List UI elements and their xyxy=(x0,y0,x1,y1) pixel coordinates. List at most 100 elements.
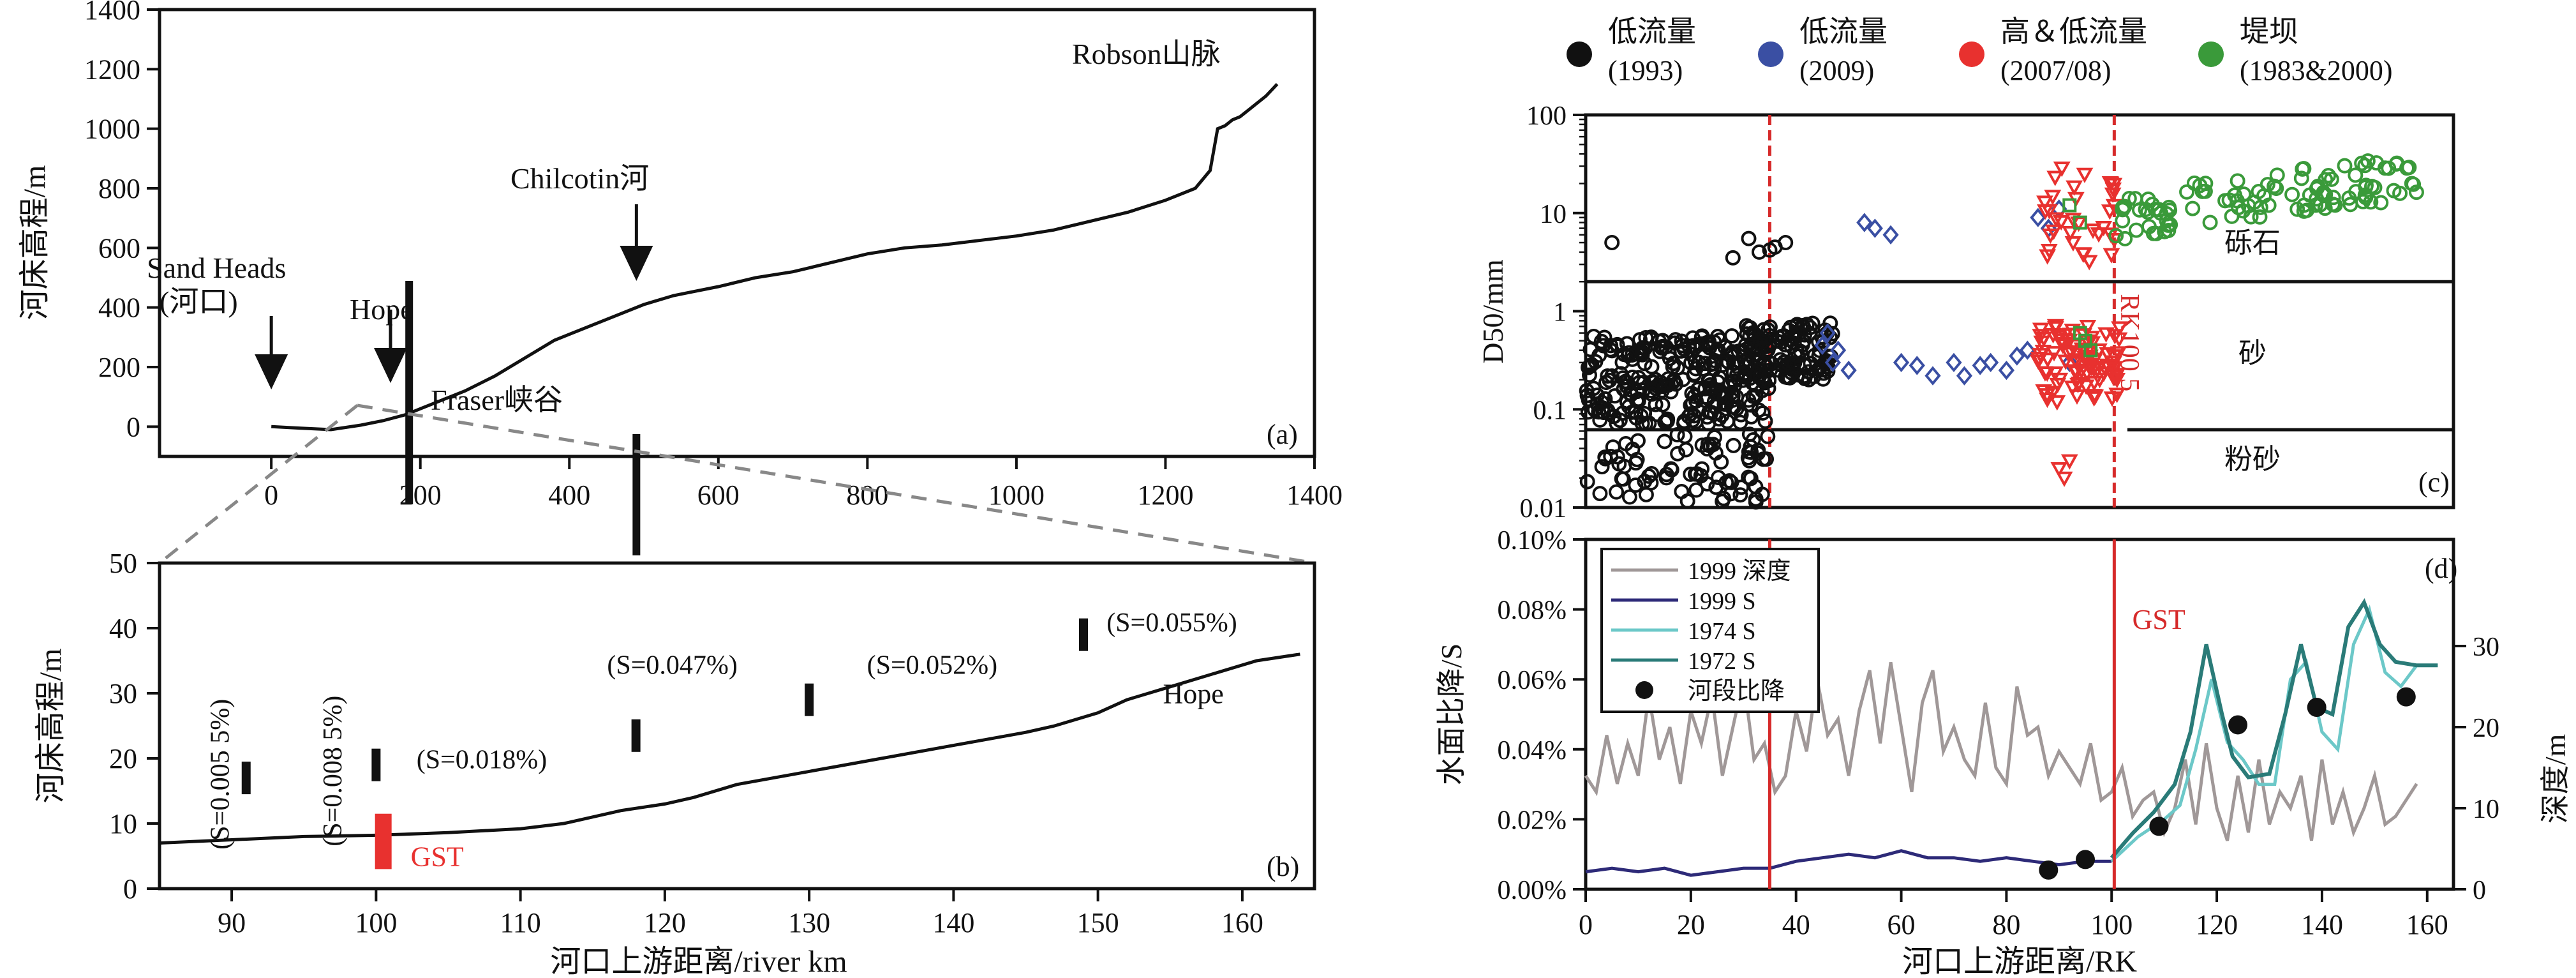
c-point-1993 xyxy=(1669,427,1685,443)
d-reach-slope-point xyxy=(2307,698,2327,718)
c-point-2007 xyxy=(2090,227,2108,243)
c-point-2007 xyxy=(2049,377,2067,394)
b-slope-label-1: (S=0.005 5%) xyxy=(206,699,235,850)
a-ytick-label: 400 xyxy=(98,292,140,324)
panel-b-ticks: 90 100 110 120 130 140 150 160 0 10 20 30 40 50 xyxy=(109,548,1263,938)
legend-label-2: 高＆低流量 xyxy=(2000,15,2147,48)
c-point-2007 xyxy=(2032,329,2050,345)
c-point-dam xyxy=(2284,186,2300,202)
b-reach-marker xyxy=(241,762,251,795)
legend-sub-0: (1993) xyxy=(1608,55,1683,86)
c-point-1993 xyxy=(1752,244,1767,260)
c-point-2007 xyxy=(2045,224,2062,240)
a-xtick-label: 400 xyxy=(548,479,590,511)
c-point-2007 xyxy=(2050,462,2068,478)
c-point-2009 xyxy=(1909,356,1925,375)
c-ytick-label: 1 xyxy=(1553,298,1567,327)
c-point-1993 xyxy=(1628,477,1644,493)
d-reach-slope-point xyxy=(2396,687,2416,707)
c-point-dam xyxy=(2062,198,2077,213)
c-point-2009 xyxy=(1856,213,1873,232)
c-point-dam xyxy=(2358,177,2374,193)
c-point-dam xyxy=(2261,197,2277,213)
a-xtick-label: 1000 xyxy=(988,479,1045,511)
d-xtick-label: 120 xyxy=(2196,909,2238,940)
b-reach-marker xyxy=(631,719,641,752)
c-point-1993 xyxy=(1805,315,1820,331)
c-point-1993 xyxy=(1726,399,1742,415)
c-point-1993 xyxy=(1706,334,1722,350)
c-point-2007 xyxy=(2035,331,2053,347)
c-point-2007 xyxy=(2103,391,2121,407)
a-arrow-head xyxy=(374,348,407,383)
panel-b-xlabel: 河口上游距离/river km xyxy=(550,945,847,978)
c-point-1993 xyxy=(1635,382,1651,398)
c-point-1993 xyxy=(1711,470,1727,486)
c-point-1993 xyxy=(1628,393,1644,409)
b-reach-marker xyxy=(805,683,814,716)
c-point-dam xyxy=(2145,225,2161,241)
c-point-dam xyxy=(2337,158,2353,174)
b-xtick-label: 140 xyxy=(932,907,974,938)
c-point-2007 xyxy=(2108,373,2126,389)
panel-b: 90 100 110 120 130 140 150 160 0 10 20 30 40 50 (S=0.… xyxy=(34,548,1316,978)
c-point-1993 xyxy=(1605,409,1621,425)
c-point-dam xyxy=(2342,197,2358,213)
c-point-1993 xyxy=(1748,479,1764,495)
c-point-1993 xyxy=(1710,374,1726,390)
panel-d-frame xyxy=(1584,538,2455,891)
c-point-1993 xyxy=(1751,402,1767,418)
c-point-1993 xyxy=(1609,416,1625,432)
c-point-dam xyxy=(2357,158,2373,174)
c-point-1993 xyxy=(1716,490,1732,506)
c-point-1993 xyxy=(1746,340,1762,356)
c-point-2009 xyxy=(1893,352,1910,373)
a-annot-sandheads-sub: (河口) xyxy=(160,285,238,318)
a-annot-chilcotin: Chilcotin河 xyxy=(510,162,649,195)
b-ytick-label: 10 xyxy=(109,808,137,839)
a-ytick-label: 200 xyxy=(98,352,140,383)
panel-b-annotations: (S=0.005 5%) (S=0.008 5%) (S=0.018%) (S=0.0… xyxy=(206,608,1237,872)
c-point-2009 xyxy=(1819,323,1836,343)
panel-b-label: (b) xyxy=(1267,851,1299,882)
c-point-1993 xyxy=(1714,357,1730,373)
legend-sub-1: (2009) xyxy=(1799,55,1874,86)
b-slope-label-4: (S=0.047%) xyxy=(607,651,738,680)
panel-a-plot xyxy=(271,82,1279,555)
d-ytick-right-label: 10 xyxy=(2473,795,2499,824)
c-point-2007 xyxy=(2040,243,2058,260)
c-point-2007 xyxy=(2080,359,2097,375)
c-point-1993 xyxy=(1697,393,1713,409)
d-slope-1999-line xyxy=(1585,849,2112,877)
c-point-1993 xyxy=(1707,429,1723,445)
c-point-dam xyxy=(2117,199,2133,214)
c-point-1993 xyxy=(1756,322,1772,338)
a-ytick-label: 600 xyxy=(98,232,140,264)
d-ytick-label: 0.00% xyxy=(1498,876,1567,905)
c-point-dam xyxy=(2131,202,2147,218)
c-zone-sand: 砂 xyxy=(2238,338,2267,369)
c-point-2007 xyxy=(2032,322,2050,338)
c-point-2009 xyxy=(1983,352,1999,373)
b-ytick-label: 30 xyxy=(109,678,137,709)
d-ytick-right-label: 0 xyxy=(2473,876,2486,905)
c-point-2009 xyxy=(2030,207,2046,227)
c-point-1993 xyxy=(1657,433,1672,449)
c-point-1993 xyxy=(1732,487,1748,503)
d-xtick-label: 140 xyxy=(2301,909,2343,940)
c-point-1993 xyxy=(1594,459,1610,475)
legend-label-3: 堤坝 xyxy=(2240,15,2298,48)
c-point-2007 xyxy=(2035,384,2053,400)
c-point-1993 xyxy=(1699,476,1715,492)
c-point-1993 xyxy=(1745,388,1761,404)
b-gst-label: GST xyxy=(411,841,464,872)
c-zone-gravel: 砾石 xyxy=(2224,227,2281,259)
c-point-2007 xyxy=(2066,353,2084,369)
c-point-1993 xyxy=(1685,338,1701,354)
c-series-2007 xyxy=(2029,162,2129,487)
b-xtick-label: 120 xyxy=(644,907,686,938)
c-point-1993 xyxy=(1752,361,1768,377)
b-ytick-label: 50 xyxy=(109,548,137,579)
b-hope-label: Hope xyxy=(1163,678,1223,709)
